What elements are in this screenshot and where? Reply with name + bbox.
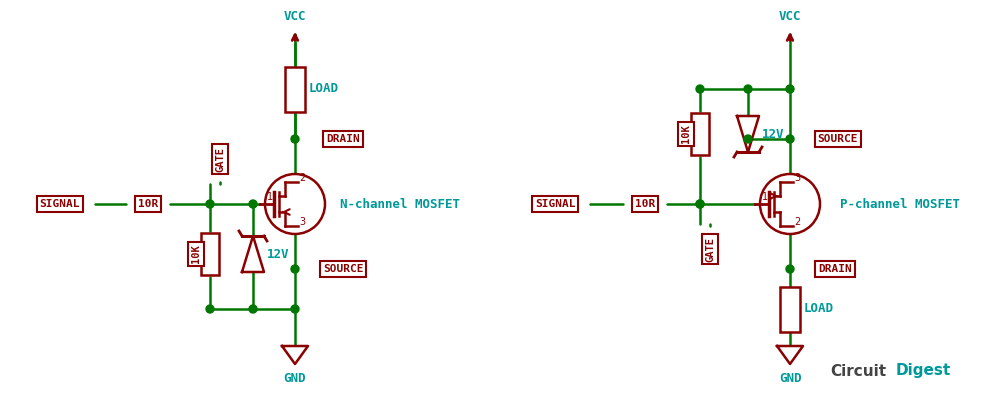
Text: Circuit: Circuit xyxy=(830,363,886,379)
Circle shape xyxy=(249,200,257,208)
Text: 3: 3 xyxy=(794,173,800,183)
Text: LOAD: LOAD xyxy=(309,83,339,95)
Text: 1: 1 xyxy=(762,192,768,202)
Circle shape xyxy=(786,85,794,93)
Bar xyxy=(691,113,709,155)
Circle shape xyxy=(786,265,794,273)
Text: 3: 3 xyxy=(299,217,305,227)
Circle shape xyxy=(291,305,299,313)
Text: SIGNAL: SIGNAL xyxy=(535,199,575,209)
Text: P-channel MOSFET: P-channel MOSFET xyxy=(840,198,960,211)
Bar xyxy=(780,286,800,332)
Text: VCC: VCC xyxy=(779,10,801,24)
Text: Digest: Digest xyxy=(896,363,951,379)
Text: GND: GND xyxy=(284,371,306,385)
Text: GND: GND xyxy=(779,371,801,385)
Circle shape xyxy=(265,174,325,234)
Text: 10R: 10R xyxy=(635,199,655,209)
Text: N-channel MOSFET: N-channel MOSFET xyxy=(340,198,460,211)
Text: SIGNAL: SIGNAL xyxy=(40,199,80,209)
Text: SOURCE: SOURCE xyxy=(818,134,858,144)
Polygon shape xyxy=(282,346,308,364)
Circle shape xyxy=(696,200,704,208)
Bar xyxy=(201,233,219,275)
Text: DRAIN: DRAIN xyxy=(818,264,852,274)
Text: 1: 1 xyxy=(267,192,273,202)
Circle shape xyxy=(206,305,214,313)
Circle shape xyxy=(249,305,257,313)
Circle shape xyxy=(291,265,299,273)
Circle shape xyxy=(786,135,794,143)
Circle shape xyxy=(696,200,704,208)
Text: DRAIN: DRAIN xyxy=(326,134,360,144)
Text: GATE: GATE xyxy=(215,146,225,172)
Circle shape xyxy=(744,135,752,143)
Text: GATE: GATE xyxy=(705,237,715,261)
Circle shape xyxy=(206,200,214,208)
Bar xyxy=(285,67,305,111)
Polygon shape xyxy=(737,116,759,152)
Text: 10R: 10R xyxy=(138,199,158,209)
Text: VCC: VCC xyxy=(284,10,306,24)
Text: 10K: 10K xyxy=(681,124,691,143)
Circle shape xyxy=(291,135,299,143)
Circle shape xyxy=(696,85,704,93)
Text: LOAD: LOAD xyxy=(804,302,834,316)
Text: 12V: 12V xyxy=(267,247,290,261)
Text: 12V: 12V xyxy=(762,128,784,140)
Circle shape xyxy=(744,85,752,93)
Polygon shape xyxy=(242,236,264,272)
Text: 10K: 10K xyxy=(191,245,201,263)
Text: 2: 2 xyxy=(794,217,800,227)
Polygon shape xyxy=(777,346,803,364)
Text: 2: 2 xyxy=(299,173,305,183)
Circle shape xyxy=(760,174,820,234)
Text: SOURCE: SOURCE xyxy=(323,264,363,274)
